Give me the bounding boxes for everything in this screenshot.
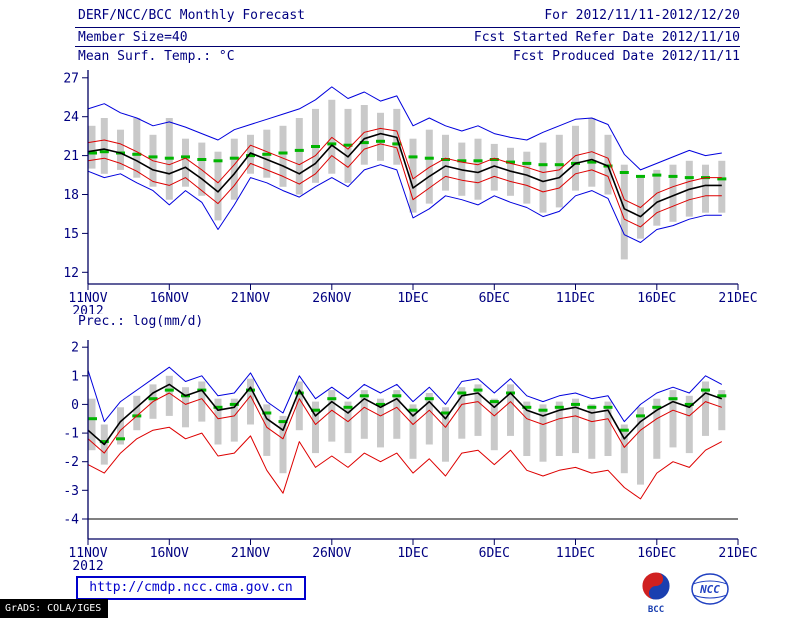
svg-text:26NOV: 26NOV: [312, 546, 351, 561]
svg-text:21DEC: 21DEC: [718, 546, 757, 561]
svg-text:-4: -4: [63, 513, 79, 528]
svg-text:21NOV: 21NOV: [231, 546, 270, 561]
bcc-logo-label: BCC: [647, 605, 665, 615]
svg-text:27: 27: [63, 71, 79, 86]
svg-text:2012: 2012: [72, 304, 103, 314]
svg-text:11NOV: 11NOV: [68, 291, 107, 306]
svg-text:2012: 2012: [72, 559, 103, 570]
source-url-link[interactable]: http://cmdp.ncc.cma.gov.cn: [76, 576, 306, 600]
ncc-logo-label: NCC: [699, 583, 720, 596]
header-divider: [75, 46, 740, 47]
svg-text:-2: -2: [63, 455, 79, 470]
svg-text:16DEC: 16DEC: [637, 546, 676, 561]
svg-text:16NOV: 16NOV: [150, 546, 189, 561]
svg-text:16NOV: 16NOV: [150, 291, 189, 306]
svg-text:2: 2: [71, 341, 79, 356]
svg-text:-3: -3: [63, 484, 79, 499]
svg-text:6DEC: 6DEC: [479, 546, 510, 561]
svg-text:0: 0: [71, 398, 79, 413]
svg-text:16DEC: 16DEC: [637, 291, 676, 306]
svg-text:12: 12: [63, 266, 79, 281]
temperature-chart: 12 15 18 21 24 27 11NOV 16NOV 21NOV 26NOV 1DEC 6DEC…: [63, 70, 758, 314]
produced-date: Fcst Produced Date 2012/11/11: [513, 49, 740, 64]
svg-text:6DEC: 6DEC: [479, 291, 510, 306]
svg-text:21DEC: 21DEC: [718, 291, 757, 306]
svg-text:1DEC: 1DEC: [397, 546, 428, 561]
svg-text:24: 24: [63, 110, 79, 125]
svg-text:1: 1: [71, 369, 79, 384]
svg-text:21: 21: [63, 149, 79, 164]
precip-chart-title: Prec.: log(mm/d): [78, 314, 204, 329]
refer-date: Fcst Started Refer Date 2012/11/10: [473, 30, 740, 45]
svg-text:15: 15: [63, 227, 79, 242]
svg-text:-1: -1: [63, 427, 79, 442]
member-size: Member Size=40: [78, 30, 188, 45]
precipitation-chart: 2 1 0 -1 -2 -3 -4 11NOV 16NOV 21NOV 26NOV 1DEC 6DEC 1…: [63, 340, 758, 570]
ncc-logo-icon: NCC: [691, 573, 729, 605]
bcc-logo-icon: [641, 571, 671, 601]
svg-text:11DEC: 11DEC: [556, 291, 595, 306]
variable-label: Mean Surf. Temp.: °C: [78, 49, 235, 64]
forecast-range: For 2012/11/11-2012/12/20: [544, 8, 740, 23]
ncc-logo: NCC: [688, 572, 732, 610]
header-divider: [75, 27, 740, 28]
svg-text:18: 18: [63, 188, 79, 203]
svg-text:26NOV: 26NOV: [312, 291, 351, 306]
grads-credit: GrADS: COLA/IGES: [0, 599, 109, 618]
bcc-logo: BCC: [636, 570, 676, 615]
svg-text:11NOV: 11NOV: [68, 546, 107, 561]
svg-text:21NOV: 21NOV: [231, 291, 270, 306]
svg-text:11DEC: 11DEC: [556, 546, 595, 561]
svg-text:1DEC: 1DEC: [397, 291, 428, 306]
page-title: DERF/NCC/BCC Monthly Forecast: [78, 8, 305, 23]
